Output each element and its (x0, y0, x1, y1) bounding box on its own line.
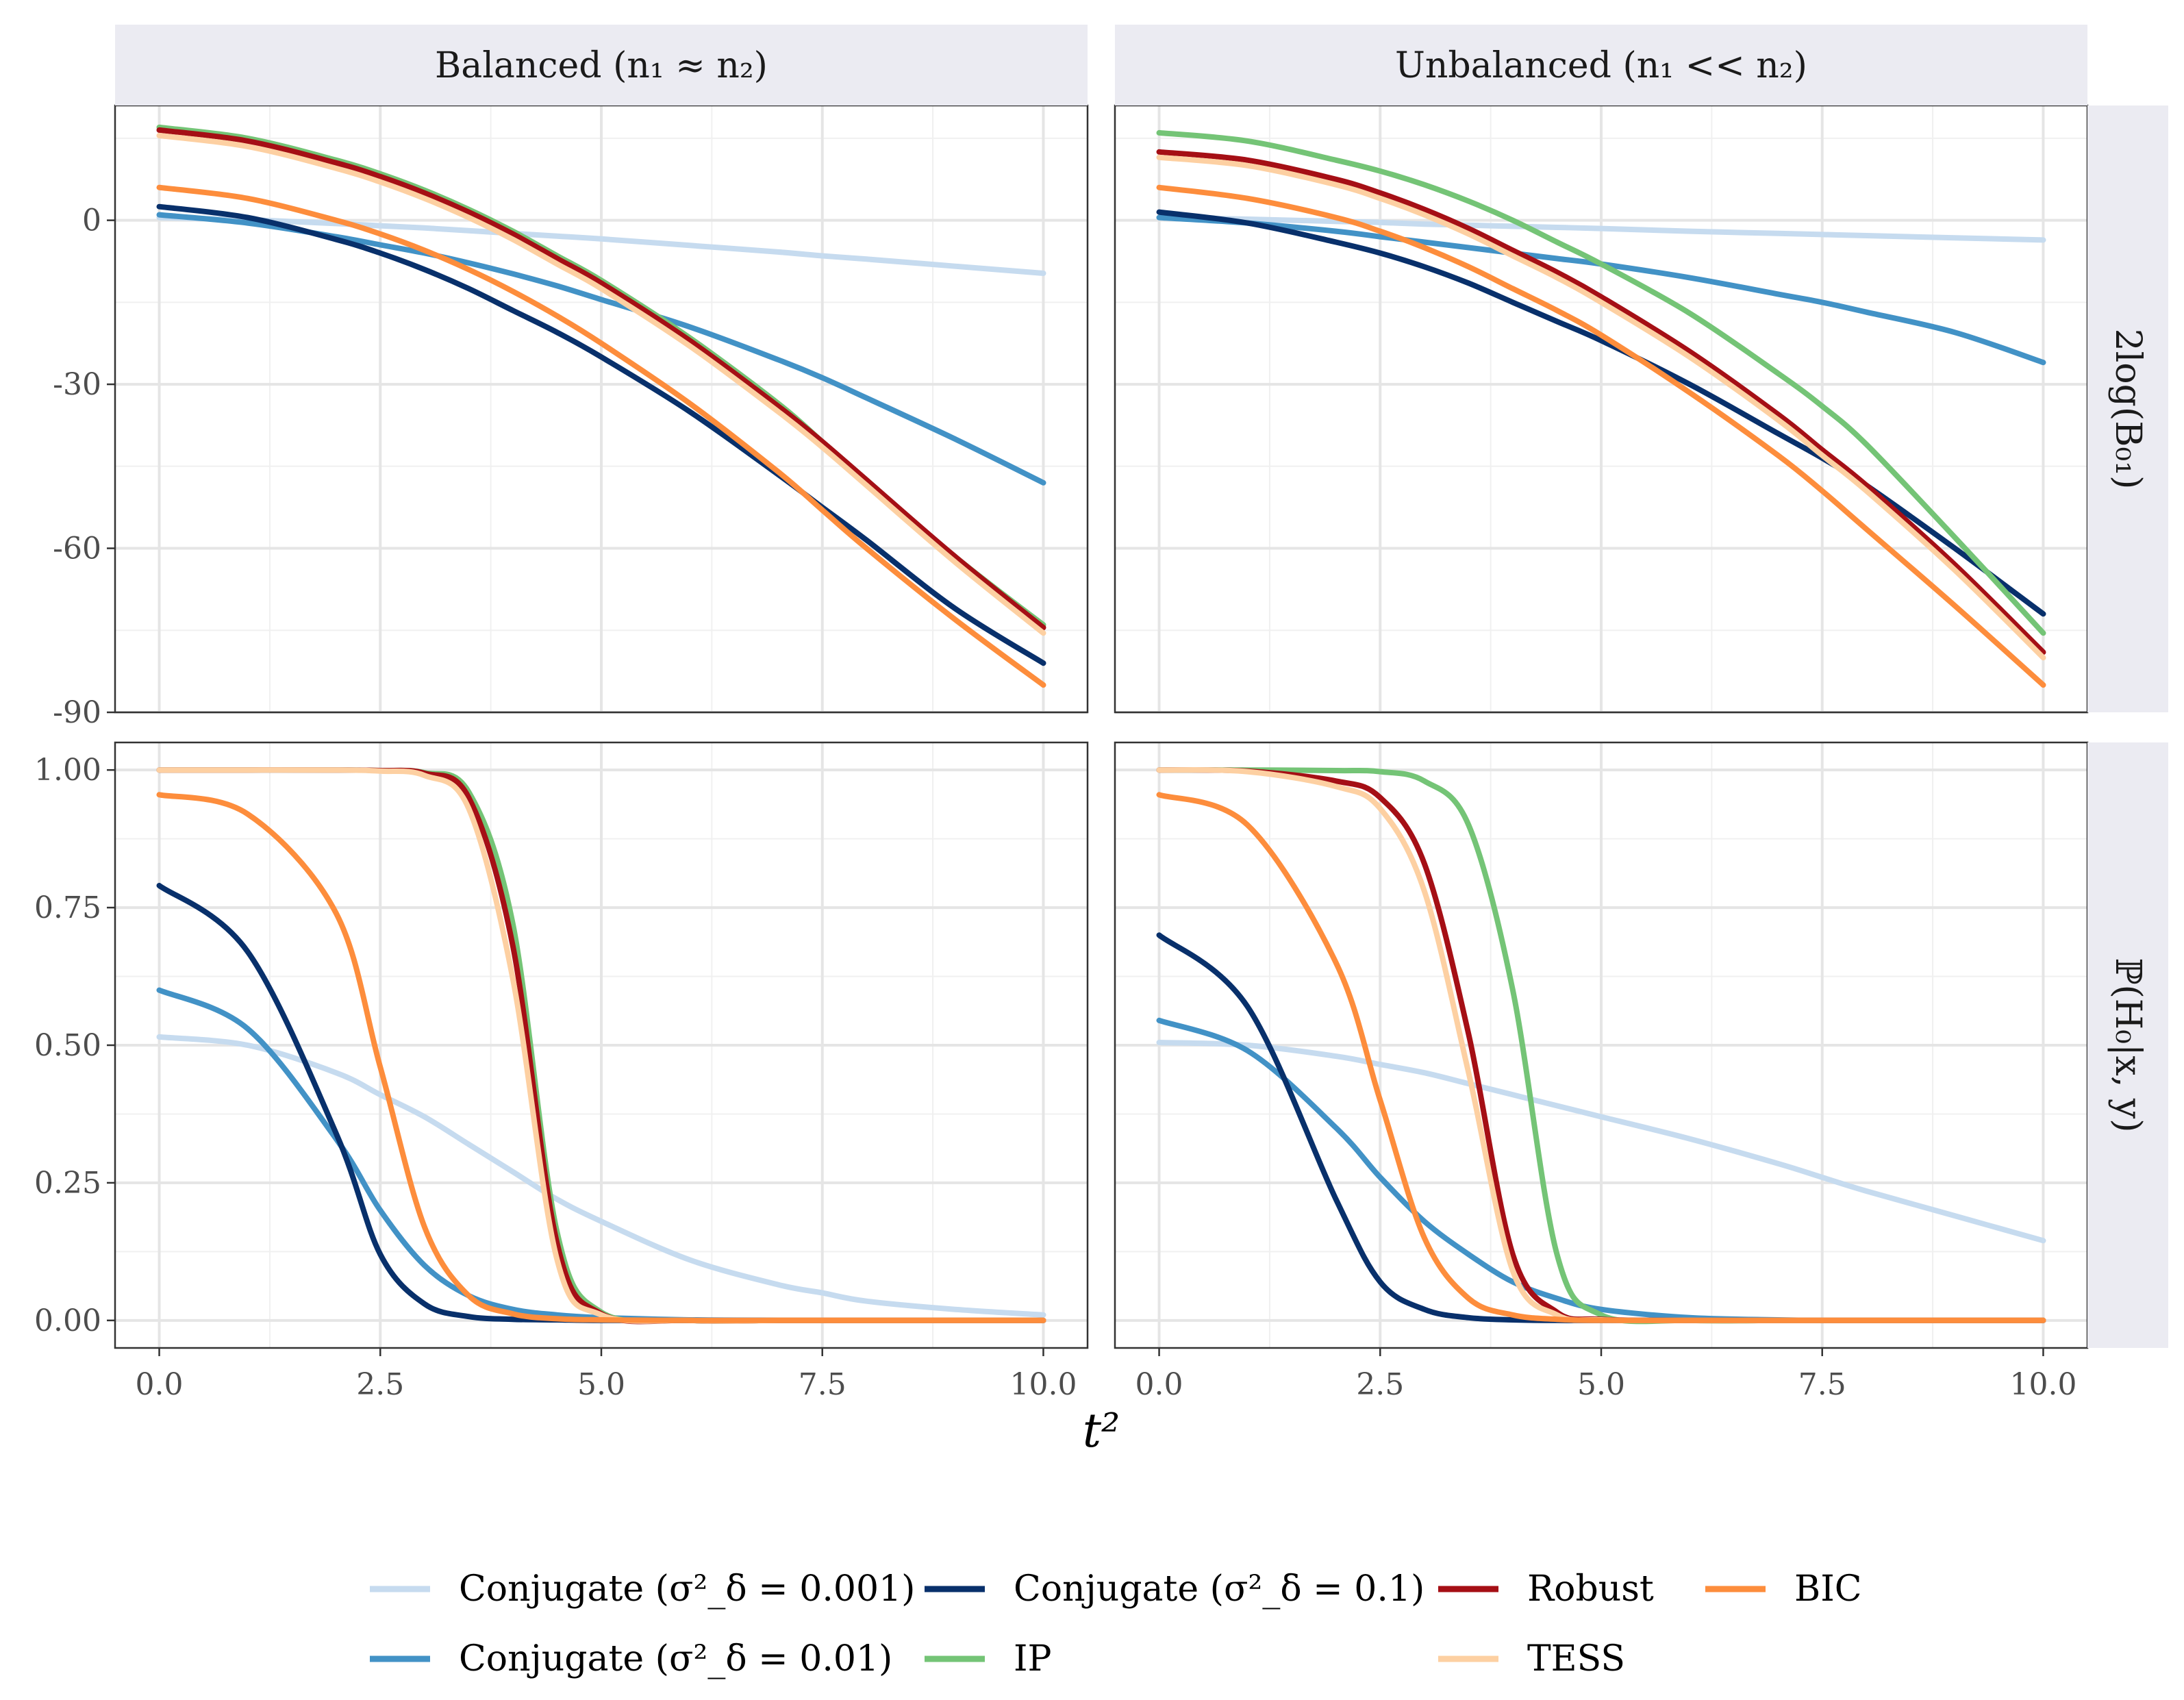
series-line-bic (156, 184, 1046, 688)
legend-label: TESS (1527, 1638, 1625, 1679)
series-line-bic (1156, 792, 2046, 1323)
x-tick-label: 7.5 (1798, 1367, 1846, 1402)
x-tick-label: 5.0 (577, 1367, 625, 1402)
x-tick-label: 7.5 (799, 1367, 846, 1402)
legend-item-robust: Robust (1438, 1568, 1654, 1610)
frame-layer (107, 25, 2168, 1356)
legend-item-conjugate-0-001: Conjugate (σ²_δ = 0.001) (370, 1568, 915, 1610)
x-tick-label: 10.0 (1009, 1367, 1077, 1402)
row-strip (2087, 742, 2168, 1348)
column-strip-label: Unbalanced (n₁ << n₂) (1395, 45, 1807, 86)
series-line-conjugate-0-01 (1156, 214, 2046, 366)
x-tick-label: 0.0 (1135, 1367, 1183, 1402)
y-tick-label: 0 (82, 203, 101, 238)
row-strip-label: 2log(B₀₁) (2107, 329, 2148, 490)
legend-label: Robust (1527, 1568, 1654, 1610)
series-line-robust (156, 127, 1046, 631)
x-tick-label: 2.5 (356, 1367, 404, 1402)
y-tick-label: -90 (53, 695, 101, 730)
column-strip-label: Balanced (n₁ ≈ n₂) (435, 45, 768, 86)
legend-layer: Conjugate (σ²_δ = 0.001) Conjugate (σ²_δ … (370, 1568, 1862, 1679)
y-tick-label: 0.75 (34, 890, 101, 925)
legend-item-conjugate-0-1: Conjugate (σ²_δ = 0.1) (925, 1568, 1424, 1610)
legend-label: Conjugate (σ²_δ = 0.01) (459, 1638, 892, 1679)
series-line-ip (1156, 129, 2046, 636)
series-line-conjugate-0-001 (156, 1034, 1046, 1318)
legend-label: Conjugate (σ²_δ = 0.1) (1014, 1568, 1424, 1610)
x-tick-label: 10.0 (2009, 1367, 2076, 1402)
series-line-conjugate-0-001 (1156, 1040, 2046, 1244)
series-line-robust (1156, 149, 2046, 655)
row-strip (2087, 105, 2168, 712)
x-axis-title: t² (1083, 1404, 1120, 1458)
legend-label: IP (1014, 1638, 1052, 1679)
x-tick-label: 0.0 (136, 1367, 184, 1402)
column-strip (115, 25, 1088, 105)
legend-label: Conjugate (σ²_δ = 0.001) (459, 1568, 915, 1610)
legend-label: BIC (1794, 1568, 1862, 1610)
series-line-tess (1156, 154, 2046, 661)
y-tick-label: -30 (53, 367, 101, 402)
legend-item-tess: TESS (1438, 1638, 1625, 1679)
labels-layer: Balanced (n₁ ≈ n₂) Unbalanced (n₁ << n₂) 2… (34, 45, 2148, 1458)
legend-item-bic: BIC (1705, 1568, 1862, 1610)
series-line-tess (156, 132, 1046, 636)
x-tick-label: 5.0 (1577, 1367, 1625, 1402)
legend-item-ip: IP (925, 1638, 1052, 1679)
y-tick-label: -60 (53, 532, 101, 566)
series-line-conjugate-0-1 (156, 203, 1046, 666)
series-layer (156, 124, 2046, 1325)
column-strip (1115, 25, 2087, 105)
series-line-bic (156, 792, 1046, 1323)
y-tick-label: 1.00 (34, 753, 101, 788)
y-tick-label: 0.50 (34, 1028, 101, 1063)
series-line-bic (1156, 184, 2046, 688)
legend-item-conjugate-0-01: Conjugate (σ²_δ = 0.01) (370, 1638, 892, 1679)
y-tick-label: 0.00 (34, 1303, 101, 1338)
x-tick-label: 2.5 (1356, 1367, 1404, 1402)
series-line-conjugate-0-001 (1156, 214, 2046, 243)
series-line-conjugate-0-001 (156, 214, 1046, 276)
row-strip-label: ℙ(H₀|x, y) (2107, 958, 2148, 1132)
grid-layer (115, 105, 2087, 1348)
y-tick-label: 0.25 (34, 1166, 101, 1201)
